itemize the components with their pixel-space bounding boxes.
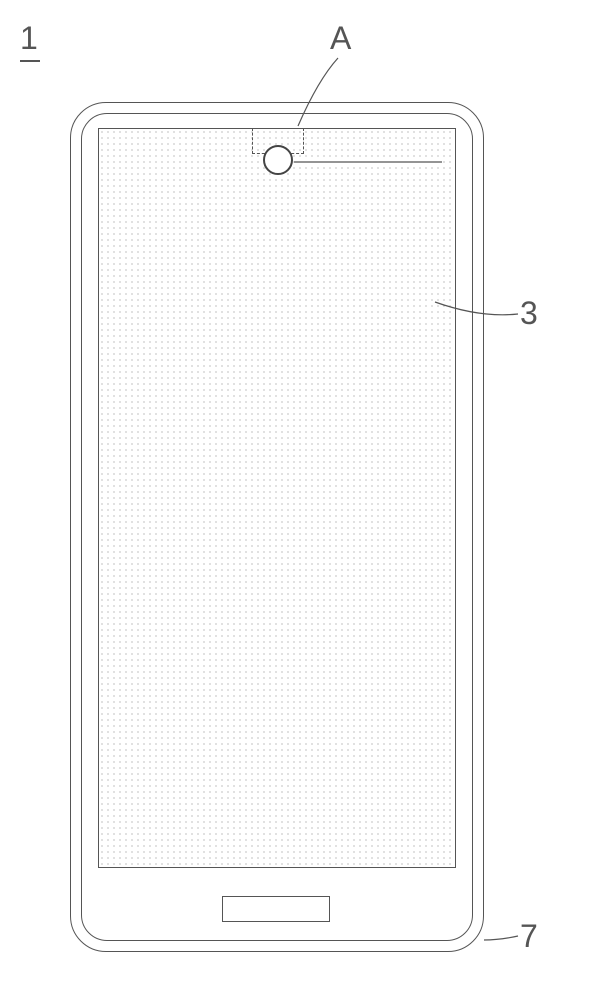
home-button [222,896,330,922]
screen-label: 3 [520,295,538,332]
camera-hole [263,145,293,175]
figure-container: 1 A 5 3 7 [0,0,593,1000]
device-label: 1 [20,20,38,57]
notch-label: A [330,20,351,57]
body-label: 7 [520,918,538,955]
device-label-underline [20,60,40,62]
leader-7 [484,936,518,940]
screen-area [98,128,456,868]
